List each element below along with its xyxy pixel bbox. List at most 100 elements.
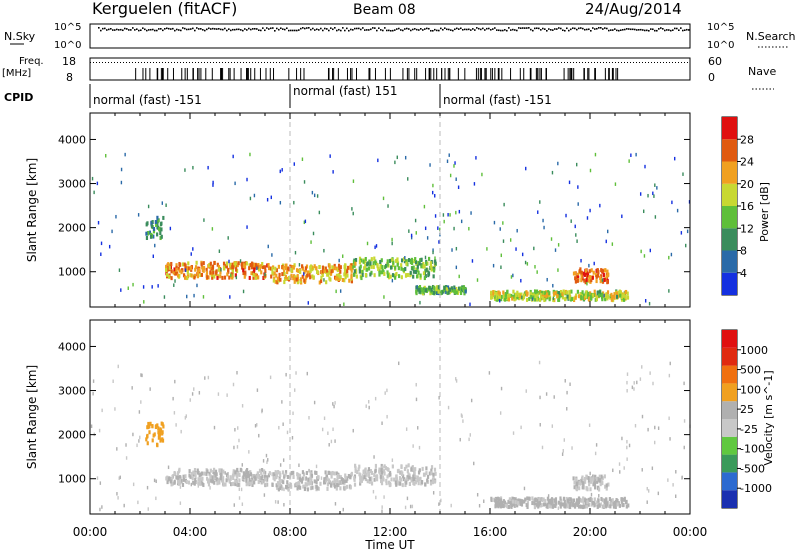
heatmap-cell xyxy=(595,476,598,481)
heatmap-cell xyxy=(409,270,412,275)
heatmap-speck xyxy=(424,226,427,231)
heatmap-speck xyxy=(246,177,248,182)
freq-point xyxy=(570,62,571,63)
nsky-point xyxy=(374,27,376,29)
heatmap-cell xyxy=(561,295,565,300)
nsky-point xyxy=(178,29,180,31)
heatmap-cell xyxy=(387,473,391,478)
y-tick-label: 4000 xyxy=(58,340,86,353)
nsky-point xyxy=(386,29,388,32)
heatmap-cell xyxy=(203,471,206,476)
heatmap-cell xyxy=(151,220,154,225)
nsky-point xyxy=(276,27,278,30)
nsky-point xyxy=(678,29,680,31)
heatmap-cell xyxy=(395,474,398,479)
heatmap-speck xyxy=(643,254,646,258)
heatmap-cell xyxy=(560,502,563,507)
heatmap-speck xyxy=(470,211,472,215)
heatmap-cell xyxy=(304,266,308,271)
heatmap-speck xyxy=(460,219,463,224)
freq-point xyxy=(387,62,388,63)
cpid-segment-3: normal (fast) -151 xyxy=(443,93,552,107)
heatmap-cell xyxy=(365,267,368,272)
heatmap-cell xyxy=(281,265,284,270)
heatmap-cell xyxy=(379,474,382,479)
heatmap-speck xyxy=(304,219,307,224)
heatmap-speck xyxy=(306,371,308,376)
heatmap-cell xyxy=(245,261,248,266)
heatmap-speck xyxy=(381,505,383,509)
heatmap-cell xyxy=(256,472,259,477)
heatmap-speck xyxy=(283,502,285,507)
freq-point xyxy=(150,62,151,63)
heatmap-cell xyxy=(386,474,389,479)
heatmap-cell xyxy=(295,481,298,486)
heatmap-speck xyxy=(266,460,268,464)
heatmap-cell xyxy=(604,297,607,302)
heatmap-cell xyxy=(330,269,333,274)
heatmap-speck xyxy=(546,277,548,282)
heatmap-cell xyxy=(445,287,448,292)
nsky-point xyxy=(524,27,526,29)
heatmap-cell xyxy=(346,273,349,278)
heatmap-speck xyxy=(193,293,195,298)
heatmap-cell xyxy=(239,467,242,472)
heatmap-cell xyxy=(440,290,444,295)
heatmap-speck xyxy=(316,194,319,198)
nsky-point xyxy=(144,28,146,31)
freq-point xyxy=(627,62,628,63)
heatmap-speck xyxy=(279,200,282,205)
heatmap-cell xyxy=(354,261,357,266)
heatmap-cell xyxy=(578,269,581,274)
nsky-point xyxy=(358,27,360,30)
heatmap-cell xyxy=(414,260,418,265)
heatmap-cell xyxy=(428,285,431,290)
heatmap-cell xyxy=(328,264,331,269)
heatmap-cell xyxy=(238,473,241,478)
heatmap-cell xyxy=(414,257,417,262)
heatmap-cell xyxy=(254,275,257,280)
heatmap-speck xyxy=(140,373,142,377)
heatmap-cell xyxy=(208,471,211,476)
heatmap-cell xyxy=(379,264,382,269)
heatmap-speck xyxy=(391,458,394,462)
heatmap-cell xyxy=(307,480,310,485)
heatmap-speck xyxy=(137,500,139,505)
heatmap-cell xyxy=(277,264,280,269)
heatmap-speck xyxy=(281,168,283,172)
nsky-point xyxy=(246,29,248,31)
heatmap-cell xyxy=(168,274,171,279)
heatmap-cell xyxy=(605,277,609,282)
heatmap-cell xyxy=(190,471,194,476)
heatmap-cell xyxy=(309,265,312,270)
heatmap-cell xyxy=(354,469,357,474)
heatmap-cell xyxy=(196,468,199,473)
heatmap-cell xyxy=(557,291,560,296)
heatmap-speck xyxy=(193,387,195,391)
heatmap-speck xyxy=(656,186,658,190)
heatmap-speck xyxy=(366,241,369,246)
nsky-point xyxy=(108,28,110,31)
heatmap-cell xyxy=(588,275,591,280)
nsky-point xyxy=(498,29,500,32)
heatmap-cell xyxy=(181,268,184,273)
heatmap-cell xyxy=(216,275,219,280)
heatmap-cell xyxy=(503,297,507,302)
heatmap-cell xyxy=(583,272,586,277)
heatmap-speck xyxy=(561,452,564,456)
heatmap-cell xyxy=(612,294,615,299)
heatmap-speck xyxy=(118,476,120,480)
heatmap-cell xyxy=(172,270,175,275)
freq-point xyxy=(531,62,532,63)
heatmap-cell xyxy=(346,484,349,489)
heatmap-cell xyxy=(212,467,216,472)
heatmap-cell xyxy=(562,289,565,294)
nsky-point xyxy=(444,27,446,30)
heatmap-cell xyxy=(312,275,315,280)
nsky-point xyxy=(234,28,236,31)
nsky-point xyxy=(356,27,358,30)
heatmap-speck xyxy=(303,180,306,184)
freq-point xyxy=(171,62,172,63)
heatmap-cell xyxy=(561,292,564,297)
nsky-point xyxy=(684,29,686,32)
